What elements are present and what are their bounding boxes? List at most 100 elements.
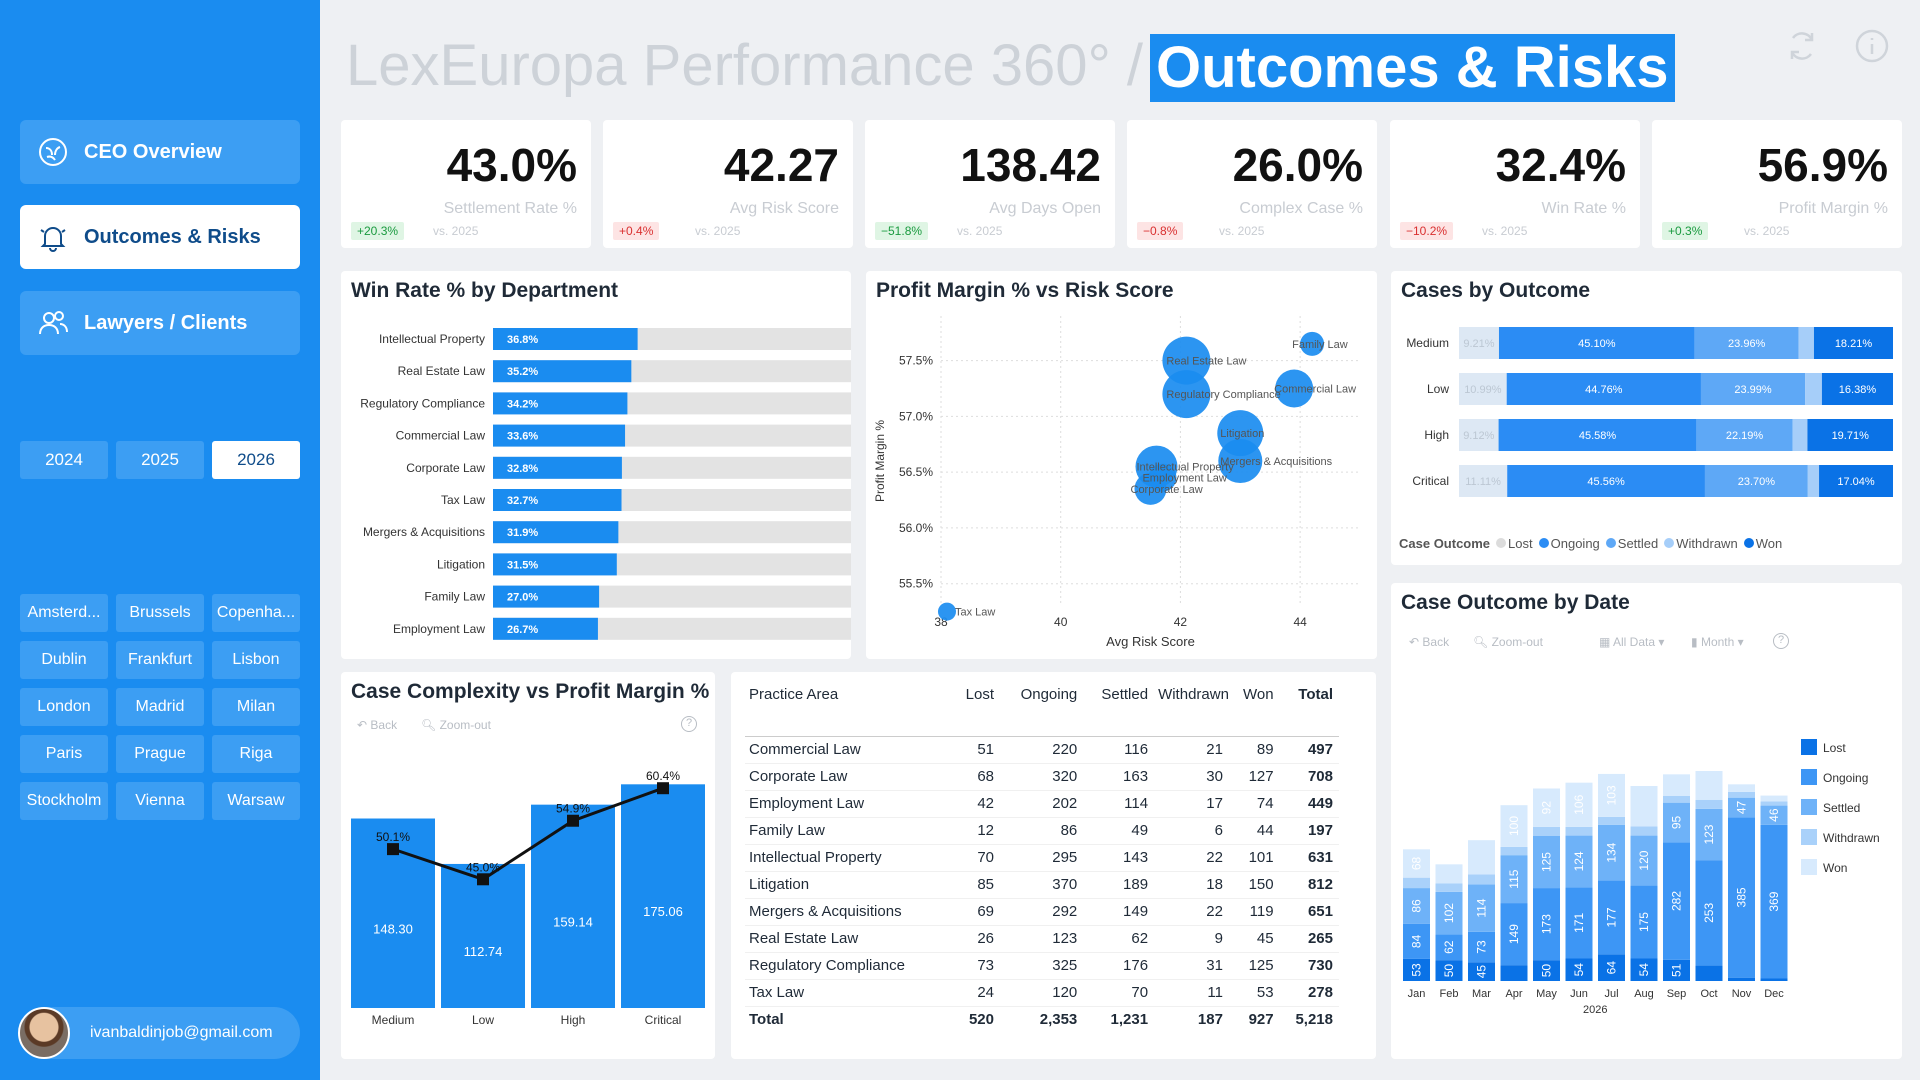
- month-dropdown[interactable]: ▮ Month ▾: [1691, 635, 1744, 649]
- data-label: 177: [1605, 907, 1619, 927]
- legend-label[interactable]: Settled: [1617, 536, 1659, 551]
- back-button[interactable]: ↶ Back: [1409, 635, 1450, 649]
- kpi-comparison: vs. 2025: [1744, 224, 1790, 238]
- table-row: Regulatory Compliance 73 325 176 31 125 730: [745, 952, 1339, 980]
- bar-segment: [1435, 891, 1463, 935]
- legend-swatch: [1801, 769, 1817, 785]
- bar-segment: [1807, 419, 1893, 451]
- legend-label[interactable]: Withdrawn: [1676, 536, 1738, 551]
- kpi-value: 43.0%: [446, 139, 577, 191]
- city-filter-item[interactable]: Frankfurt: [116, 641, 204, 679]
- legend-title: Case Outcome: [1399, 536, 1491, 551]
- table-header[interactable]: Settled: [1083, 686, 1155, 737]
- table-total-cell: 927: [1228, 1005, 1280, 1033]
- category-label: Litigation: [437, 557, 485, 571]
- city-filter-item[interactable]: Stockholm: [20, 782, 108, 820]
- tick-label: 55.5%: [899, 577, 933, 591]
- outcome-date-card: Case Outcome by Date ↶ Back 🔍︎ Zoom-out …: [1391, 583, 1902, 1059]
- scatter-point: [1300, 331, 1325, 356]
- table-header[interactable]: Ongoing: [1000, 686, 1084, 737]
- bar: [493, 553, 617, 576]
- all-data-dropdown[interactable]: ▦ All Data ▾: [1599, 635, 1665, 649]
- table-cell: 651: [1279, 898, 1339, 926]
- user-account[interactable]: ivanbaldinjob@gmail.com: [18, 1007, 300, 1059]
- table-header[interactable]: Withdrawn: [1154, 686, 1229, 737]
- bar-segment: [1565, 782, 1593, 827]
- city-filter-item[interactable]: Dublin: [20, 641, 108, 679]
- kpi-value: 42.27: [723, 139, 839, 191]
- help-icon[interactable]: ?: [1773, 633, 1789, 649]
- table-header[interactable]: Total: [1279, 686, 1339, 737]
- city-filter-item[interactable]: Prague: [116, 735, 204, 773]
- year-2026[interactable]: 2026: [212, 441, 300, 479]
- kpi-label: Avg Days Open: [989, 200, 1101, 217]
- refresh-icon[interactable]: [1784, 28, 1820, 64]
- legend-label: Settled: [1823, 801, 1860, 815]
- year-2024[interactable]: 2024: [20, 441, 108, 479]
- city-filter-item[interactable]: Brussels: [116, 594, 204, 632]
- nav-ceo-overview[interactable]: CEO Overview: [20, 120, 300, 184]
- help-icon[interactable]: ?: [681, 716, 697, 732]
- point-label: Tax Law: [955, 607, 995, 619]
- bar-segment: [1435, 960, 1463, 981]
- city-filter-item[interactable]: Vienna: [116, 782, 204, 820]
- bar-segment: [1565, 835, 1593, 888]
- category-label: Commercial Law: [396, 429, 486, 443]
- legend-swatch: [1801, 739, 1817, 755]
- city-filter-item[interactable]: Milan: [212, 688, 300, 726]
- city-filter-item[interactable]: Warsaw: [212, 782, 300, 820]
- bar-segment: [1565, 958, 1593, 981]
- year-2025[interactable]: 2025: [116, 441, 204, 479]
- table-cell: 119: [1228, 898, 1280, 926]
- table-header[interactable]: Won: [1228, 686, 1280, 737]
- table-cell: 127: [1228, 763, 1280, 791]
- data-label: 92: [1540, 801, 1554, 815]
- point-label: Litigation: [1220, 428, 1264, 440]
- point-label: Real Estate Law: [1166, 356, 1246, 368]
- table-row: Real Estate Law 26 123 62 9 45 265: [745, 925, 1339, 953]
- complexity-card: Case Complexity vs Profit Margin % ↶ Bac…: [341, 672, 715, 1059]
- bar-segment: [1533, 960, 1560, 981]
- line-series: [392, 786, 664, 881]
- table-header[interactable]: Lost: [952, 686, 1000, 737]
- legend-label[interactable]: Lost: [1508, 536, 1533, 551]
- city-filter-item[interactable]: Copenha...: [212, 594, 300, 632]
- scatter-point: [1162, 336, 1211, 385]
- bar-segment: [1696, 419, 1793, 451]
- users-icon: [36, 306, 70, 340]
- data-label: 45.10%: [1578, 338, 1616, 350]
- city-filter-item[interactable]: Paris: [20, 735, 108, 773]
- back-button[interactable]: ↶ Back: [357, 718, 398, 732]
- bar-segment: [1630, 958, 1658, 981]
- zoom-out-button[interactable]: 🔍︎ Zoom-out: [1473, 635, 1543, 649]
- zoom-out-button[interactable]: 🔍︎ Zoom-out: [421, 718, 491, 732]
- table-row: Intellectual Property 70 295 143 22 101 631: [745, 844, 1339, 872]
- bar-segment: [1821, 373, 1893, 405]
- data-label: 45.56%: [1587, 476, 1625, 488]
- city-filter-item[interactable]: Riga: [212, 735, 300, 773]
- table-cell: 86: [1000, 817, 1084, 845]
- city-filter-item[interactable]: London: [20, 688, 108, 726]
- legend-label[interactable]: Won: [1755, 536, 1783, 551]
- city-filter-item[interactable]: Madrid: [116, 688, 204, 726]
- category-label: Employment Law: [393, 622, 485, 636]
- chart-title: Win Rate % by Department: [351, 279, 619, 302]
- legend-label[interactable]: Ongoing: [1550, 536, 1600, 551]
- nav-lawyers-clients[interactable]: Lawyers / Clients: [20, 291, 300, 355]
- data-label: 124: [1572, 851, 1586, 871]
- category-label: High: [561, 1013, 586, 1027]
- legend-dot: [1664, 538, 1675, 548]
- bar-segment: [1813, 327, 1893, 359]
- category-label: Mar: [1472, 988, 1491, 1000]
- table-header[interactable]: Practice Area: [745, 686, 953, 737]
- bar-segment: [1533, 836, 1560, 889]
- table-cell: 62: [1083, 925, 1155, 953]
- city-filter-item[interactable]: Lisbon: [212, 641, 300, 679]
- city-filter-item[interactable]: Amsterd...: [20, 594, 108, 632]
- nav-outcomes-risks[interactable]: Outcomes & Risks: [20, 205, 300, 269]
- info-icon[interactable]: [1854, 28, 1890, 64]
- category-label: Tax Law: [441, 493, 485, 507]
- bar-segment: [1459, 465, 1508, 497]
- table-cell: 449: [1279, 790, 1339, 818]
- category-label: Jan: [1408, 988, 1426, 1000]
